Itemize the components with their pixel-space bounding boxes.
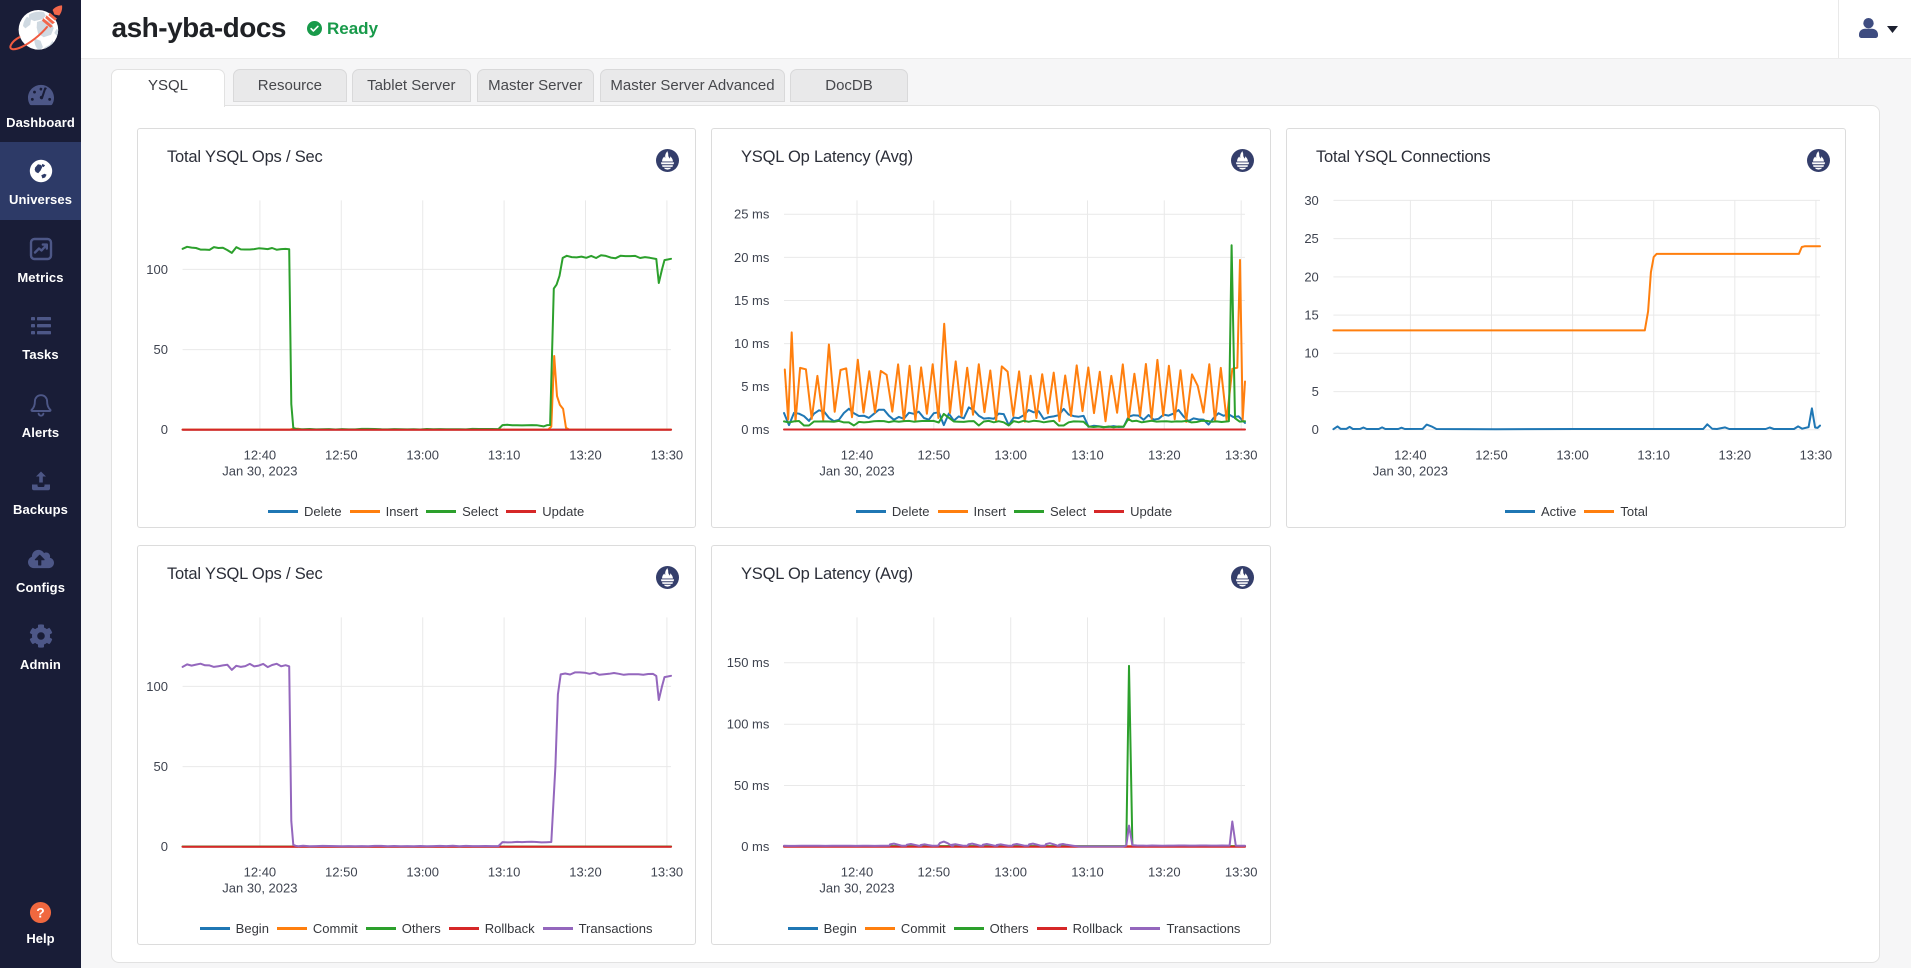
svg-text:12:50: 12:50	[325, 864, 358, 879]
svg-text:12:50: 12:50	[917, 864, 950, 879]
svg-text:150 ms: 150 ms	[726, 655, 769, 670]
svg-text:13:10: 13:10	[1637, 447, 1670, 462]
svg-text:Jan 30, 2023: Jan 30, 2023	[819, 880, 894, 895]
svg-text:100: 100	[146, 261, 168, 276]
svg-text:13:30: 13:30	[1224, 447, 1257, 462]
svg-text:Jan 30, 2023: Jan 30, 2023	[819, 463, 894, 478]
svg-text:5 ms: 5 ms	[741, 379, 770, 394]
svg-text:10 ms: 10 ms	[733, 336, 769, 351]
svg-text:13:20: 13:20	[1148, 864, 1181, 879]
svg-text:50: 50	[153, 759, 167, 774]
svg-text:13:00: 13:00	[406, 447, 439, 462]
svg-text:13:20: 13:20	[1148, 447, 1181, 462]
svg-text:5: 5	[1311, 384, 1318, 399]
svg-text:25: 25	[1304, 231, 1318, 246]
svg-text:12:40: 12:40	[1394, 447, 1427, 462]
svg-text:13:20: 13:20	[569, 447, 602, 462]
svg-text:13:00: 13:00	[994, 447, 1027, 462]
svg-text:13:30: 13:30	[650, 864, 683, 879]
svg-text:20 ms: 20 ms	[733, 249, 769, 264]
svg-text:0 ms: 0 ms	[741, 839, 770, 854]
svg-text:13:10: 13:10	[1071, 447, 1104, 462]
svg-text:13:00: 13:00	[994, 864, 1027, 879]
svg-text:12:40: 12:40	[840, 864, 873, 879]
svg-text:50: 50	[153, 342, 167, 357]
svg-text:Jan 30, 2023: Jan 30, 2023	[222, 880, 297, 895]
svg-text:13:00: 13:00	[406, 864, 439, 879]
svg-text:0: 0	[160, 422, 167, 437]
svg-text:10: 10	[1304, 345, 1318, 360]
svg-text:13:10: 13:10	[1071, 864, 1104, 879]
svg-text:20: 20	[1304, 269, 1318, 284]
svg-text:?: ?	[36, 904, 44, 920]
svg-text:Jan 30, 2023: Jan 30, 2023	[222, 463, 297, 478]
svg-text:0 ms: 0 ms	[741, 422, 770, 437]
svg-text:13:30: 13:30	[1224, 864, 1257, 879]
svg-text:13:30: 13:30	[650, 447, 683, 462]
svg-text:100: 100	[146, 678, 168, 693]
svg-text:100 ms: 100 ms	[726, 716, 769, 731]
svg-text:12:40: 12:40	[243, 447, 276, 462]
svg-text:13:20: 13:20	[1718, 447, 1751, 462]
svg-text:13:10: 13:10	[487, 447, 520, 462]
svg-text:13:00: 13:00	[1556, 447, 1589, 462]
svg-text:0: 0	[160, 839, 167, 854]
svg-text:12:40: 12:40	[840, 447, 873, 462]
svg-text:13:30: 13:30	[1799, 447, 1832, 462]
svg-text:50 ms: 50 ms	[733, 777, 769, 792]
svg-text:15: 15	[1304, 307, 1318, 322]
svg-text:13:20: 13:20	[569, 864, 602, 879]
svg-text:13:10: 13:10	[487, 864, 520, 879]
svg-text:25 ms: 25 ms	[733, 206, 769, 221]
svg-text:12:50: 12:50	[1475, 447, 1508, 462]
svg-text:12:50: 12:50	[325, 447, 358, 462]
svg-text:0: 0	[1311, 422, 1318, 437]
svg-text:12:40: 12:40	[243, 864, 276, 879]
svg-text:15 ms: 15 ms	[733, 292, 769, 307]
svg-text:12:50: 12:50	[917, 447, 950, 462]
svg-text:30: 30	[1304, 192, 1318, 207]
svg-text:Jan 30, 2023: Jan 30, 2023	[1372, 463, 1447, 478]
